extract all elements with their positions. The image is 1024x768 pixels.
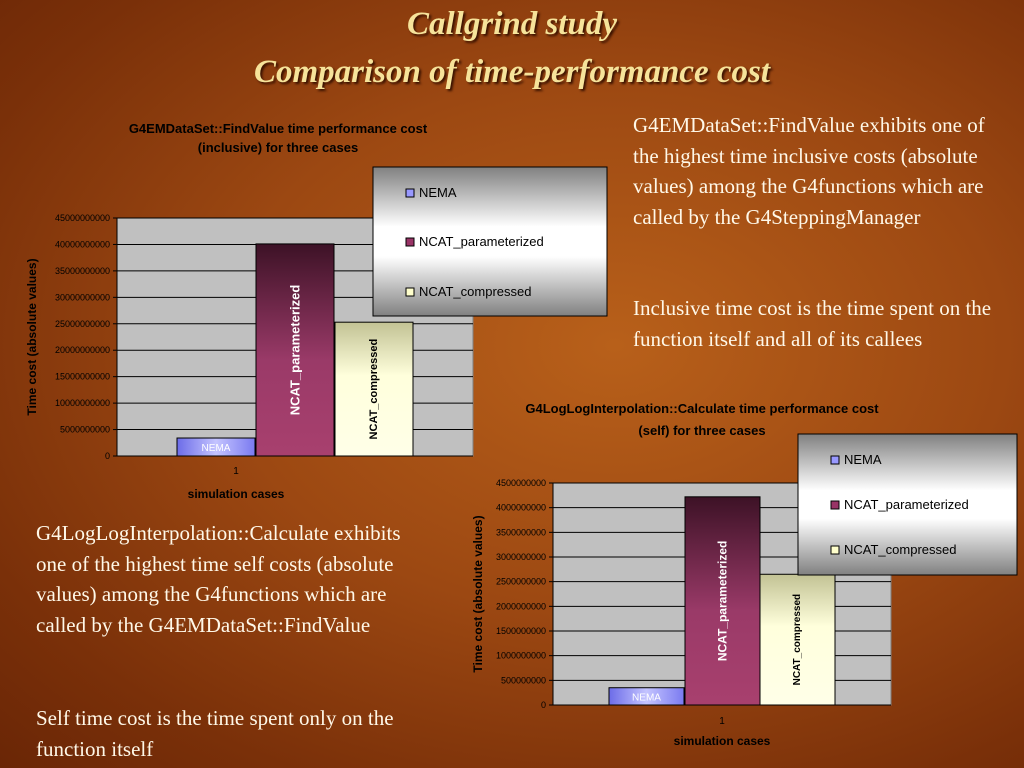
y-tick-label: 4500000000: [496, 478, 546, 488]
legend-swatch: [405, 237, 415, 247]
y-tick-label: 30000000000: [55, 292, 110, 302]
y-tick-label: 3000000000: [496, 552, 546, 562]
bar-ncat-compressed: [759, 573, 836, 706]
bar-label: NCAT_parameterized: [288, 285, 303, 416]
bar-ncat-parameterized: [255, 243, 335, 457]
bar-label: NCAT_parameterized: [716, 541, 730, 661]
chart-title-line1: G4EMDataSet::FindValue time performance …: [129, 121, 428, 136]
y-tick-label: 45000000000: [55, 213, 110, 223]
legend: NEMA NCAT_parameterized NCAT_compressed: [372, 166, 608, 317]
y-tick-label: 20000000000: [55, 345, 110, 355]
y-tick-label: 1500000000: [496, 626, 546, 636]
y-tick-label: 3500000000: [496, 527, 546, 537]
bar-label: NCAT_compressed: [368, 339, 380, 440]
x-tick-label: 1: [719, 716, 725, 727]
y-tick-label: 5000000000: [60, 425, 110, 435]
top-right-paragraph-1: G4EMDataSet::FindValue exhibits one of t…: [633, 113, 985, 229]
x-axis-label: simulation cases: [188, 487, 285, 501]
legend-swatch: [405, 188, 415, 198]
y-tick-label: 40000000000: [55, 239, 110, 249]
top-right-paragraph-2: Inclusive time cost is the time spent on…: [633, 296, 992, 351]
legend-swatch: [830, 455, 840, 465]
y-tick-label: 0: [541, 700, 546, 710]
x-tick-label: 1: [233, 466, 239, 477]
legend: NEMA NCAT_parameterized NCAT_compressed: [797, 433, 1018, 576]
bar-label: NEMA: [202, 443, 231, 454]
y-tick-label: 1000000000: [496, 651, 546, 661]
bar-label: NCAT_compressed: [792, 594, 803, 686]
chart-1: G4EMDataSet::FindValue time performance …: [25, 121, 608, 501]
bottom-left-paragraph-2: Self time cost is the time spent only on…: [36, 706, 394, 761]
legend-label: NCAT_compressed: [419, 284, 531, 299]
legend-swatch: [405, 287, 415, 297]
y-tick-label: 15000000000: [55, 372, 110, 382]
y-tick-label: 2500000000: [496, 577, 546, 587]
slide-title-line2: Comparison of time-performance cost: [253, 54, 771, 90]
legend-swatch: [830, 545, 840, 555]
legend-label: NEMA: [419, 185, 457, 200]
y-tick-label: 0: [105, 451, 110, 461]
legend-label: NCAT_parameterized: [844, 497, 969, 512]
legend-swatch: [830, 500, 840, 510]
bar-nema: [608, 687, 685, 706]
bar-nema: [176, 437, 256, 457]
x-axis-label: simulation cases: [674, 734, 771, 748]
y-tick-label: 500000000: [501, 675, 546, 685]
slide-title-line1: Callgrind study: [407, 6, 617, 42]
chart-2: G4LogLogInterpolation::Calculate time pe…: [471, 401, 1018, 748]
bar-ncat-compressed: [334, 321, 414, 457]
y-tick-label: 4000000000: [496, 503, 546, 513]
chart-title-line2: (inclusive) for three cases: [198, 140, 358, 155]
bar-label: NEMA: [632, 692, 661, 703]
y-tick-label: 2000000000: [496, 601, 546, 611]
bar-ncat-parameterized: [684, 496, 761, 706]
legend-label: NEMA: [844, 452, 882, 467]
y-axis-label: Time cost (absolute values): [25, 258, 39, 415]
chart-title-line1: G4LogLogInterpolation::Calculate time pe…: [525, 401, 879, 416]
bottom-left-paragraph-1: G4LogLogInterpolation::Calculate exhibit…: [36, 521, 401, 637]
legend-label: NCAT_parameterized: [419, 234, 544, 249]
y-tick-label: 10000000000: [55, 398, 110, 408]
y-tick-label: 25000000000: [55, 319, 110, 329]
legend-label: NCAT_compressed: [844, 542, 956, 557]
y-axis-label: Time cost (absolute values): [471, 515, 485, 672]
y-tick-label: 35000000000: [55, 266, 110, 276]
chart-title-line2: (self) for three cases: [638, 423, 765, 438]
